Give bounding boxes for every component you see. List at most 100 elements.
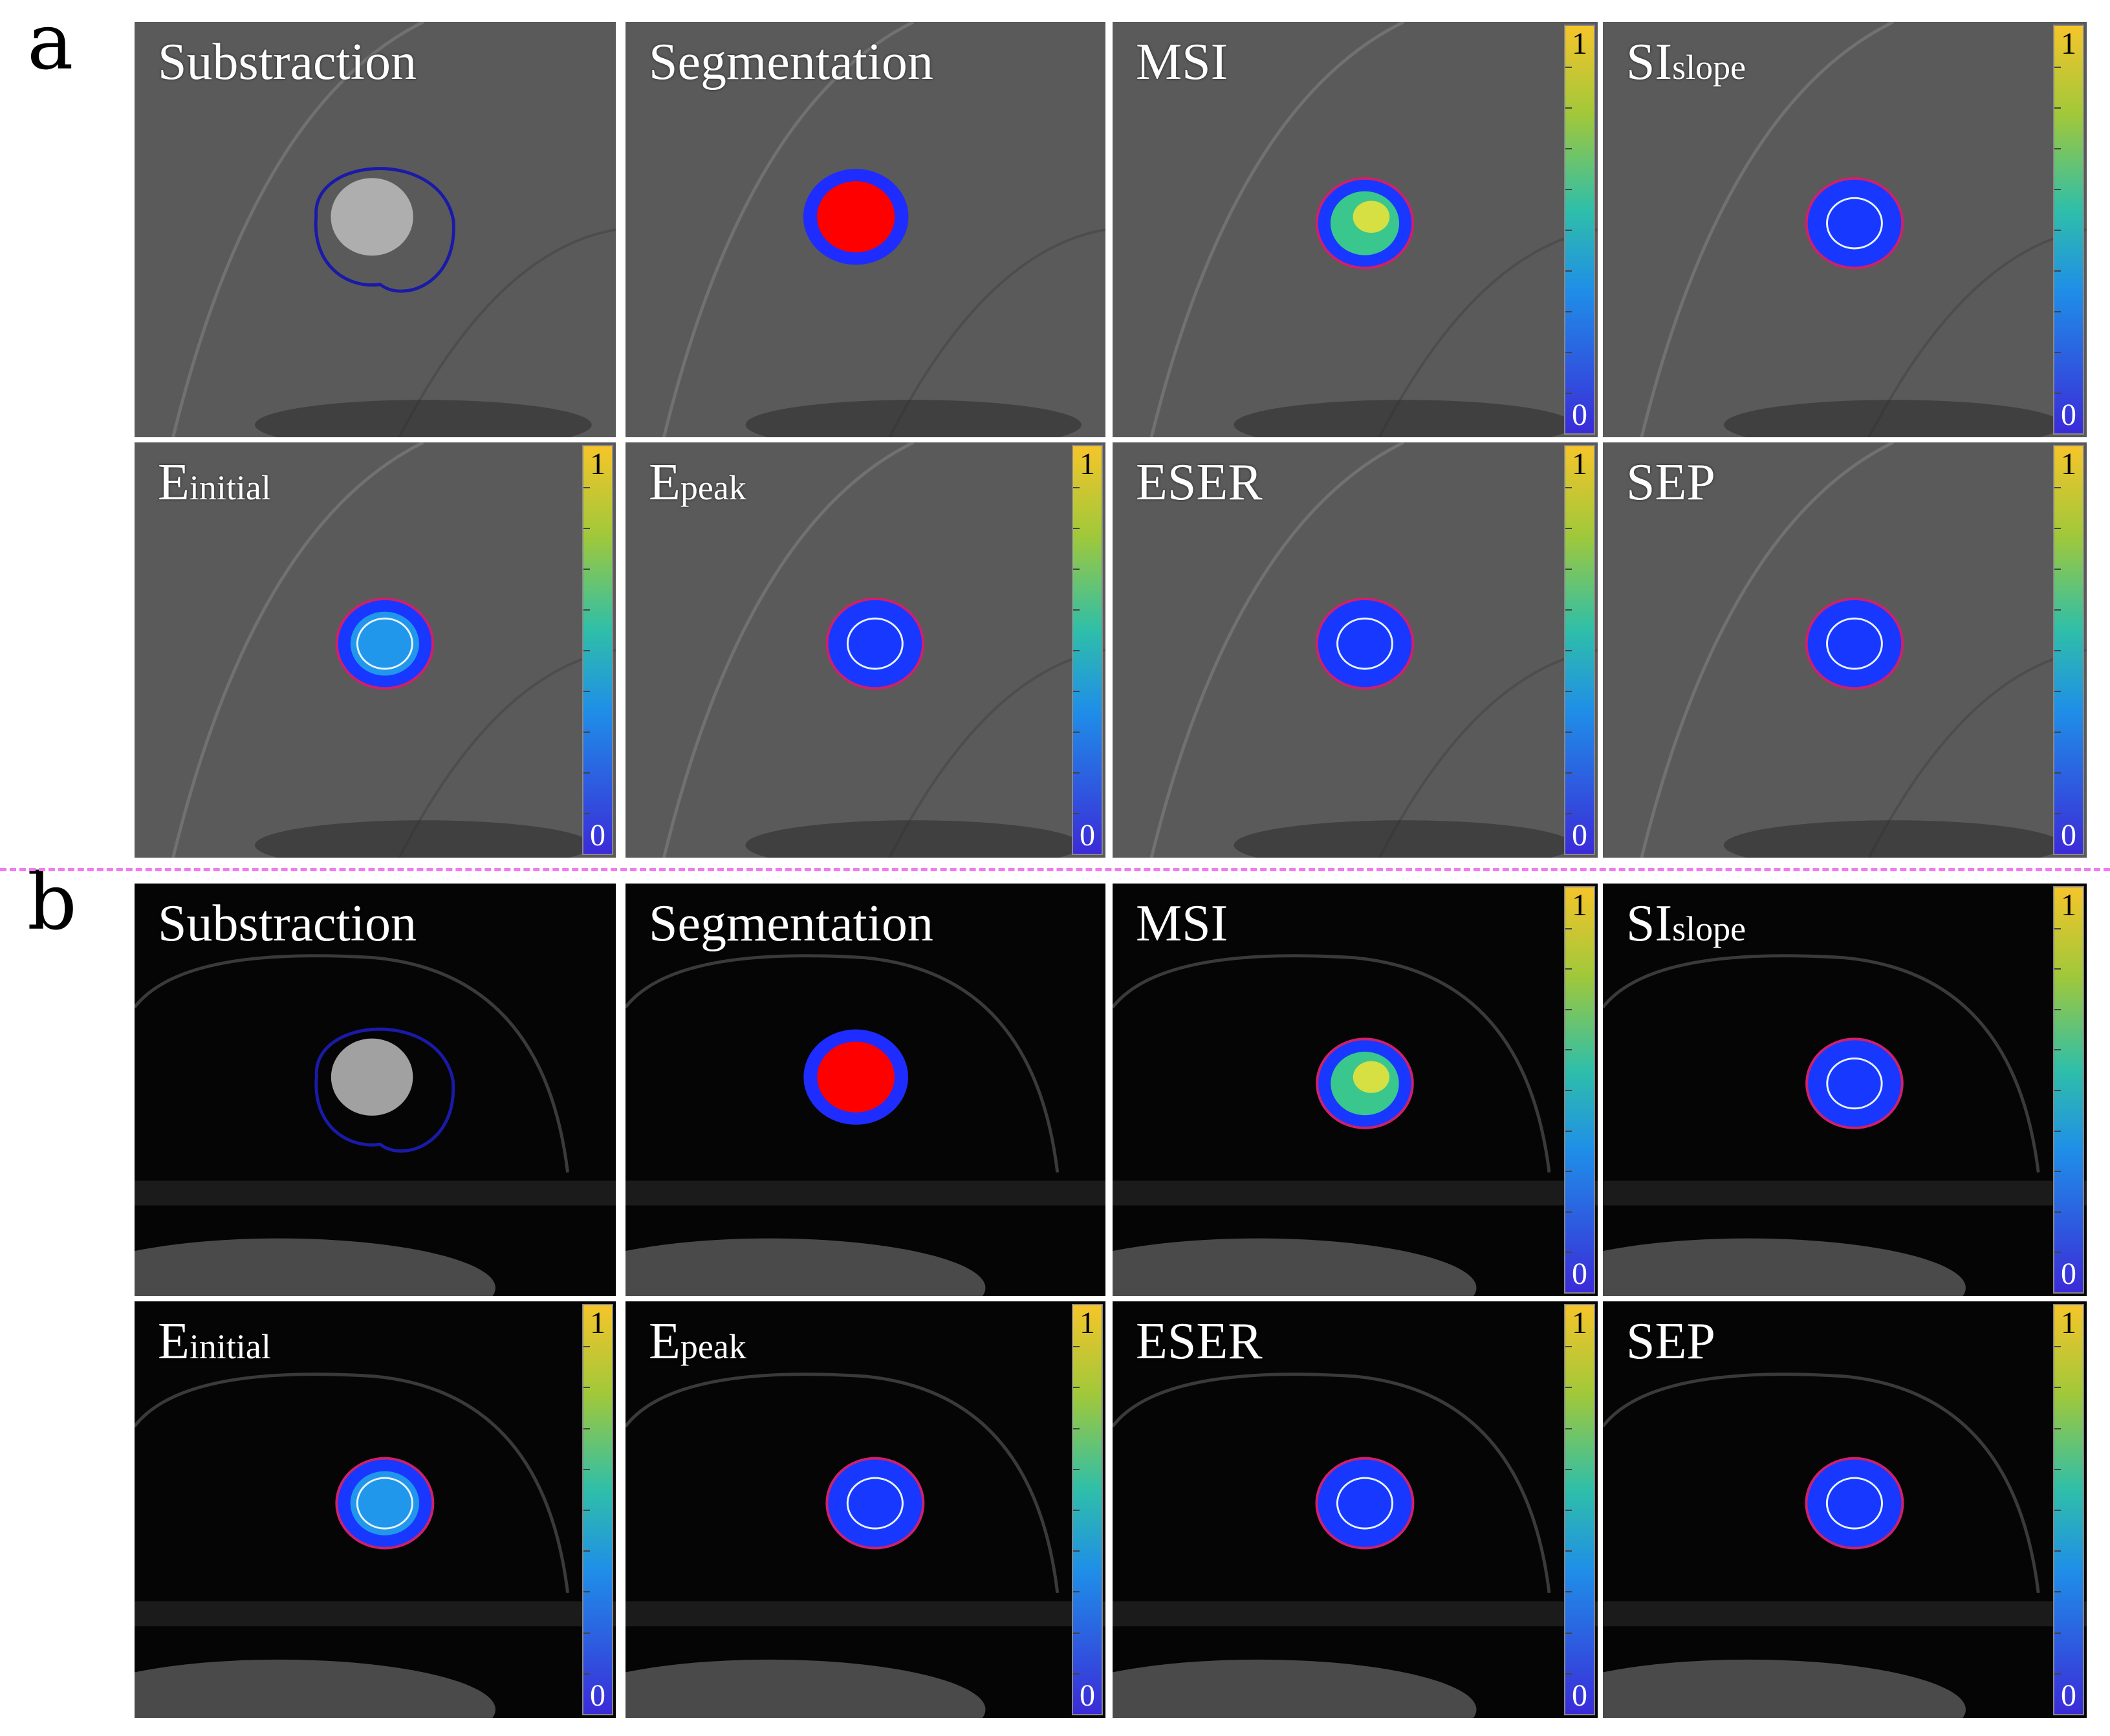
mri-scan-image	[625, 1301, 1105, 1718]
colorbar-min-label: 0	[1572, 398, 1587, 432]
colorbar-tick	[1565, 67, 1572, 68]
colorbar-tick	[1565, 1252, 1572, 1253]
colorbar-tick	[1073, 1632, 1080, 1634]
colorbar-tick	[2054, 813, 2061, 814]
colorbar-tick	[1565, 270, 1572, 272]
colorbar-max-label: 1	[1572, 888, 1587, 922]
colorbar-max-label: 1	[1080, 447, 1095, 481]
mri-scan-image	[1603, 884, 2087, 1296]
colorbar-tick	[1565, 569, 1572, 570]
colorbar-tick	[1565, 1171, 1572, 1173]
section-label-b: b	[27, 858, 77, 948]
colorbar-tick	[1073, 487, 1080, 488]
panel-title: SEP	[1626, 1316, 1715, 1367]
mri-scan-image	[625, 22, 1105, 437]
colorbar-max-label: 1	[1080, 1306, 1095, 1340]
panel-a-eser: ESER 1 0	[1110, 440, 1600, 860]
colorbar-tick	[2054, 968, 2061, 970]
panel-b-substraction: Substraction	[132, 881, 618, 1299]
mri-scan-image	[135, 442, 616, 858]
colorbar-tick	[2054, 1049, 2061, 1051]
colorbar-min-label: 0	[1572, 818, 1587, 852]
colorbar-tick	[583, 650, 590, 651]
colorbar-tick	[1565, 148, 1572, 149]
colorbar-tick	[1565, 1427, 1572, 1429]
colorbar-tick	[1565, 1468, 1572, 1470]
colorbar-max-label: 1	[2061, 888, 2076, 922]
colorbar-tick	[583, 1510, 590, 1511]
panel-a-epeak: Epeak 1 0	[623, 440, 1108, 860]
colorbar-tick	[1073, 650, 1080, 651]
panel-b-sislope: SIslope 1 0	[1600, 881, 2089, 1299]
panel-title-main: ESER	[1136, 454, 1263, 511]
colorbar-tick	[1565, 230, 1572, 231]
mri-scan-image	[1113, 22, 1598, 437]
colorbar-tick	[1565, 1008, 1572, 1010]
colorbar-tick	[583, 528, 590, 529]
colorbar-tick	[2054, 1510, 2061, 1511]
colorbar-tick	[2054, 1252, 2061, 1253]
colorbar-tick	[1073, 528, 1080, 529]
colorbar-tick	[1073, 1346, 1080, 1348]
mri-scan-image	[1113, 442, 1598, 858]
panel-a-substraction: Substraction	[132, 19, 618, 440]
panel-title: Epeak	[649, 1316, 746, 1367]
colorbar-tick	[1073, 1468, 1080, 1470]
mri-scan-image	[1603, 442, 2087, 858]
colorbar-tick	[1565, 968, 1572, 970]
panel-title-subscript: slope	[1672, 48, 1746, 87]
colorbar-tick	[583, 609, 590, 611]
colorbar-tick	[2054, 732, 2061, 733]
panel-title-subscript: initial	[189, 468, 271, 507]
colorbar-tick	[1565, 528, 1572, 529]
colorbar-tick	[1565, 650, 1572, 651]
panel-a-segmentation: Segmentation	[623, 19, 1108, 440]
colorbar-tick	[2054, 107, 2061, 109]
colorbar-tick	[2054, 1632, 2061, 1634]
colorbar-max-label: 1	[2061, 447, 2076, 481]
panel-title-main: Substraction	[158, 34, 417, 91]
colorbar-tick	[2054, 270, 2061, 272]
panel-title-subscript: peak	[680, 1327, 746, 1366]
colorbar-tick	[1565, 1673, 1572, 1675]
colorbar-min-label: 0	[1080, 818, 1095, 852]
colorbar-min-label: 0	[1572, 1257, 1587, 1291]
panel-title: Einitial	[158, 457, 271, 508]
colorbar-max-label: 1	[1572, 1306, 1587, 1340]
panel-title-main: Substraction	[158, 895, 417, 952]
colorbar-tick	[2054, 148, 2061, 149]
colorbar-max-label: 1	[590, 447, 605, 481]
colorbar-tick	[583, 772, 590, 774]
section-label-a: a	[27, 0, 74, 87]
colorbar-tick	[583, 1346, 590, 1348]
colorbar-tick	[1073, 732, 1080, 733]
colorbar-tick	[1565, 487, 1572, 488]
panel-title: MSI	[1136, 898, 1228, 949]
colorbar-tick	[2054, 1427, 2061, 1429]
panel-title-main: ESER	[1136, 1313, 1263, 1370]
panel-a-msi: MSI 1 0	[1110, 19, 1600, 440]
colorbar-max-label: 1	[2061, 1306, 2076, 1340]
colorbar-tick	[583, 1591, 590, 1593]
colorbar-tick	[1565, 691, 1572, 692]
panel-title-main: E	[649, 454, 680, 511]
colorbar-tick	[1565, 107, 1572, 109]
colorbar-tick	[1565, 1130, 1572, 1132]
panel-title-main: SI	[1626, 34, 1673, 91]
colorbar-tick	[1565, 1346, 1572, 1348]
colorbar-tick	[2054, 1387, 2061, 1389]
colorbar-tick	[2054, 928, 2061, 929]
panel-b-msi: MSI 1 0	[1110, 881, 1600, 1299]
panel-title-main: SEP	[1626, 454, 1715, 511]
panel-title-main: MSI	[1136, 895, 1228, 952]
colorbar-min-label: 0	[590, 818, 605, 852]
panel-title: Segmentation	[649, 898, 933, 949]
